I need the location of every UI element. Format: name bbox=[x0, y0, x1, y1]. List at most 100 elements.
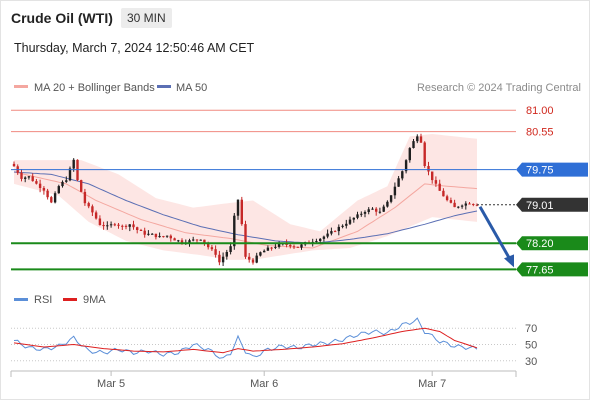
candle-body bbox=[154, 233, 158, 238]
level-value: 78.20 bbox=[526, 238, 554, 250]
candle-body bbox=[389, 195, 393, 202]
candle-body bbox=[404, 160, 408, 172]
candle-body bbox=[345, 223, 348, 226]
level-value: 79.01 bbox=[526, 200, 554, 212]
level-support-77-65: 77.65 bbox=[11, 262, 588, 277]
candle bbox=[38, 179, 42, 193]
ma50-legend-label: MA 50 bbox=[176, 82, 207, 94]
candle bbox=[326, 229, 329, 239]
candle-body bbox=[367, 209, 370, 212]
candle bbox=[102, 221, 105, 230]
rsi-legend-label: RSI bbox=[34, 294, 52, 306]
candle-body bbox=[158, 236, 161, 238]
candle-body bbox=[177, 240, 180, 242]
candle-body bbox=[53, 193, 57, 203]
candle-body bbox=[319, 238, 322, 241]
candle-body bbox=[38, 183, 42, 188]
candle-body bbox=[393, 186, 397, 196]
level-tag bbox=[516, 197, 588, 212]
candle-body bbox=[35, 181, 38, 184]
candle bbox=[199, 239, 202, 241]
candle-body bbox=[233, 215, 236, 247]
chart-datetime: Thursday, March 7, 2024 12:50:46 AM CET bbox=[14, 41, 255, 55]
timeframe-button[interactable]: 30 MIN bbox=[121, 8, 172, 28]
candle-body bbox=[121, 225, 124, 227]
candle bbox=[352, 217, 355, 223]
candle bbox=[229, 242, 232, 255]
candle-body bbox=[132, 224, 135, 228]
candle bbox=[427, 161, 430, 176]
candle-body bbox=[337, 226, 340, 232]
candle bbox=[378, 207, 382, 214]
candle bbox=[423, 141, 426, 168]
candle bbox=[431, 171, 434, 184]
candle bbox=[382, 204, 385, 212]
candle bbox=[438, 179, 441, 191]
candle-body bbox=[109, 224, 113, 226]
candle bbox=[296, 246, 299, 248]
candle-body bbox=[251, 259, 255, 263]
candle-body bbox=[333, 231, 337, 233]
candle-body bbox=[263, 250, 266, 253]
ma20-legend-swatch bbox=[14, 85, 28, 88]
candle bbox=[136, 226, 139, 234]
candle bbox=[236, 199, 240, 220]
candle-body bbox=[139, 230, 143, 231]
candle-body bbox=[210, 247, 214, 250]
candle bbox=[128, 224, 131, 232]
time-tick-label: Mar 7 bbox=[418, 378, 446, 390]
candle-body bbox=[27, 176, 31, 178]
rsi-tick-label: 70 bbox=[525, 323, 537, 335]
candle bbox=[158, 232, 161, 238]
candle bbox=[210, 245, 214, 251]
candle-body bbox=[315, 241, 318, 242]
candle bbox=[173, 237, 176, 241]
candle-body bbox=[423, 142, 426, 166]
candle bbox=[244, 220, 247, 259]
candle bbox=[333, 230, 337, 233]
candle-body bbox=[322, 236, 326, 239]
candle bbox=[259, 251, 262, 257]
candle-body bbox=[468, 203, 471, 205]
candle bbox=[263, 249, 266, 253]
candle-body bbox=[341, 225, 344, 227]
candle bbox=[363, 210, 367, 218]
ma50-legend-swatch bbox=[157, 85, 171, 88]
candle bbox=[132, 220, 135, 230]
candle bbox=[121, 224, 124, 230]
candle bbox=[457, 206, 460, 209]
level-tag bbox=[516, 236, 588, 251]
candle-body bbox=[270, 247, 273, 249]
candle-body bbox=[248, 256, 251, 260]
candle bbox=[468, 202, 471, 205]
candle-body bbox=[274, 246, 277, 248]
candle bbox=[434, 176, 438, 187]
level-resistance-80-55: 80.55 bbox=[11, 127, 554, 139]
candle-body bbox=[221, 256, 225, 263]
candle-body bbox=[401, 171, 404, 179]
candle bbox=[360, 211, 363, 217]
candle bbox=[12, 161, 16, 167]
candle bbox=[270, 246, 273, 251]
legend: MA 20 + Bollinger Bands MA 50 Research ©… bbox=[14, 82, 581, 94]
candle-body bbox=[94, 212, 98, 219]
candle-body bbox=[244, 224, 247, 257]
level-resistance-81-00: 81.00 bbox=[11, 105, 554, 117]
candle-body bbox=[449, 200, 453, 203]
level-tag bbox=[516, 262, 588, 277]
candle bbox=[24, 176, 27, 183]
candle-body bbox=[427, 166, 430, 172]
candle bbox=[221, 252, 225, 266]
candle bbox=[76, 159, 79, 182]
candle bbox=[91, 204, 94, 216]
candle-body bbox=[83, 191, 87, 204]
candle-body bbox=[434, 180, 438, 184]
candle-body bbox=[296, 246, 299, 248]
candle bbox=[442, 188, 445, 197]
candle-body bbox=[259, 252, 262, 256]
level-value: 81.00 bbox=[526, 105, 554, 117]
candle bbox=[371, 207, 374, 210]
candle-body bbox=[151, 233, 154, 235]
candle bbox=[151, 233, 154, 235]
candle bbox=[397, 176, 400, 187]
